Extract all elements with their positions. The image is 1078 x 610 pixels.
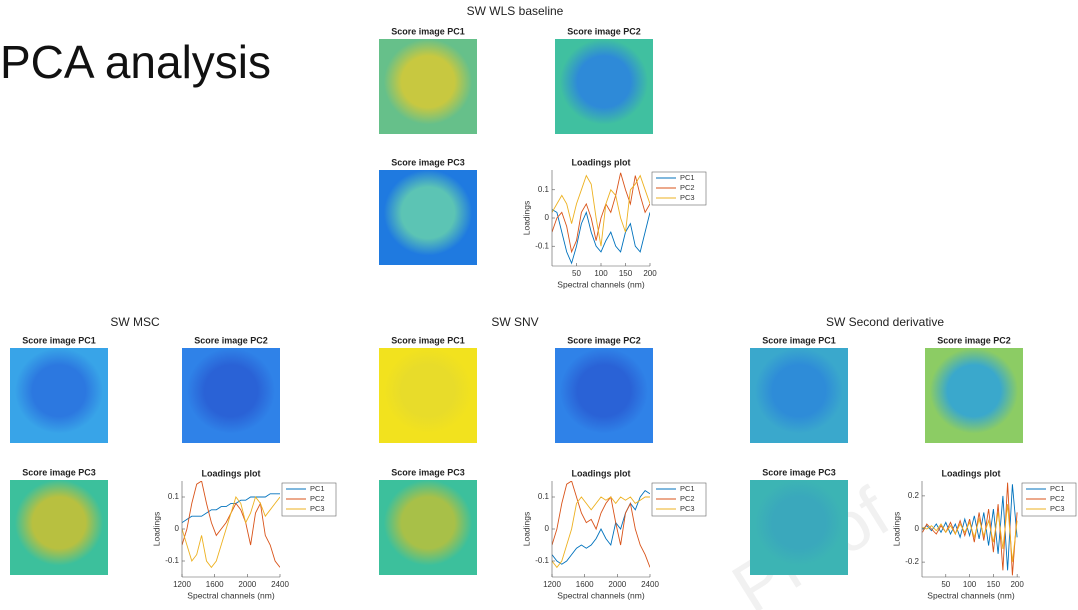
loading-line [552, 209, 650, 265]
panel-title: SW MSC [110, 315, 160, 329]
score-image [925, 348, 1023, 443]
legend-label: PC1 [680, 173, 695, 182]
x-axis-label: Spectral channels (nm) [187, 590, 275, 600]
score-image [10, 480, 108, 575]
x-tick-label: 2400 [641, 580, 659, 589]
y-axis-label: Loadings [891, 512, 901, 547]
x-tick-label: 200 [1010, 580, 1024, 589]
loading-line [552, 174, 650, 247]
x-tick-label: 2400 [271, 580, 289, 589]
x-axis-label: Spectral channels (nm) [557, 590, 645, 600]
plot-area [182, 481, 280, 577]
chart-title: Loadings plot [572, 468, 631, 478]
legend-label: PC3 [680, 193, 695, 202]
loading-line [922, 504, 1018, 563]
loading-line [552, 496, 650, 569]
loading-line [552, 172, 650, 254]
loading-line [922, 482, 1018, 576]
loading-line [922, 484, 1018, 571]
x-tick-label: 100 [594, 269, 608, 278]
image-title: Score image PC3 [391, 467, 465, 477]
y-tick-label: -0.1 [535, 241, 549, 250]
score-image [182, 348, 280, 443]
y-tick-label: 0.1 [538, 185, 550, 194]
x-axis-label: Spectral channels (nm) [927, 590, 1015, 600]
x-tick-label: 2000 [238, 580, 256, 589]
y-tick-label: 0 [175, 524, 180, 533]
image-title: Score image PC3 [22, 467, 96, 477]
x-tick-label: 150 [987, 580, 1001, 589]
x-axis-label: Spectral channels (nm) [557, 279, 645, 289]
loading-line [552, 489, 650, 565]
x-tick-label: 200 [643, 269, 657, 278]
x-tick-label: 50 [572, 269, 581, 278]
score-image [750, 480, 848, 575]
image-title: Score image PC3 [391, 157, 465, 167]
loading-line [182, 496, 280, 569]
image-title: Score image PC2 [567, 335, 641, 345]
x-tick-label: 2000 [608, 580, 626, 589]
legend-label: PC3 [680, 504, 695, 513]
score-image [379, 480, 477, 575]
panel-title: SW Second derivative [826, 315, 944, 329]
chart-title: Loadings plot [942, 468, 1001, 478]
legend-label: PC1 [680, 484, 695, 493]
legend-label: PC2 [1050, 494, 1065, 503]
legend-label: PC2 [680, 494, 695, 503]
x-tick-label: 100 [963, 580, 977, 589]
chart-title: Loadings plot [202, 468, 261, 478]
score-image [379, 348, 477, 443]
legend-label: PC3 [310, 504, 325, 513]
legend-label: PC3 [1050, 504, 1065, 513]
chart-title: Loadings plot [572, 157, 631, 167]
legend-label: PC1 [310, 484, 325, 493]
image-title: Score image PC3 [762, 467, 836, 477]
loading-line [552, 481, 650, 568]
y-axis-label: Loadings [521, 512, 531, 547]
score-image [555, 39, 653, 134]
image-title: Score image PC2 [937, 335, 1011, 345]
y-tick-label: 0.1 [538, 492, 550, 501]
x-tick-label: 150 [619, 269, 633, 278]
image-title: Score image PC1 [391, 26, 465, 36]
score-image [379, 39, 477, 134]
y-tick-label: 0.1 [168, 492, 180, 501]
panel-title: SW SNV [491, 315, 538, 329]
image-title: Score image PC2 [194, 335, 268, 345]
image-title: Score image PC1 [762, 335, 836, 345]
image-title: Score image PC1 [22, 335, 96, 345]
x-tick-label: 1200 [173, 580, 191, 589]
y-axis-label: Loadings [521, 201, 531, 236]
score-image [10, 348, 108, 443]
y-tick-label: 0 [545, 524, 550, 533]
score-image [750, 348, 848, 443]
image-title: Score image PC1 [391, 335, 465, 345]
legend-label: PC2 [680, 183, 695, 192]
y-tick-label: 0.2 [908, 491, 920, 500]
x-tick-label: 50 [941, 580, 950, 589]
loading-line [182, 493, 280, 523]
slide-title: PCA analysis [0, 36, 271, 88]
score-image [555, 348, 653, 443]
image-title: Score image PC2 [567, 26, 641, 36]
y-tick-label: -0.1 [165, 556, 179, 565]
legend-label: PC2 [310, 494, 325, 503]
legend-label: PC1 [1050, 484, 1065, 493]
y-tick-label: -0.2 [905, 557, 919, 566]
y-tick-label: 0 [915, 524, 920, 533]
y-tick-label: 0 [545, 213, 550, 222]
score-image [379, 170, 477, 265]
x-tick-label: 1200 [543, 580, 561, 589]
y-tick-label: -0.1 [535, 556, 549, 565]
panel-title: SW WLS baseline [467, 4, 564, 18]
x-tick-label: 1600 [206, 580, 224, 589]
y-axis-label: Loadings [151, 512, 161, 547]
x-tick-label: 1600 [576, 580, 594, 589]
